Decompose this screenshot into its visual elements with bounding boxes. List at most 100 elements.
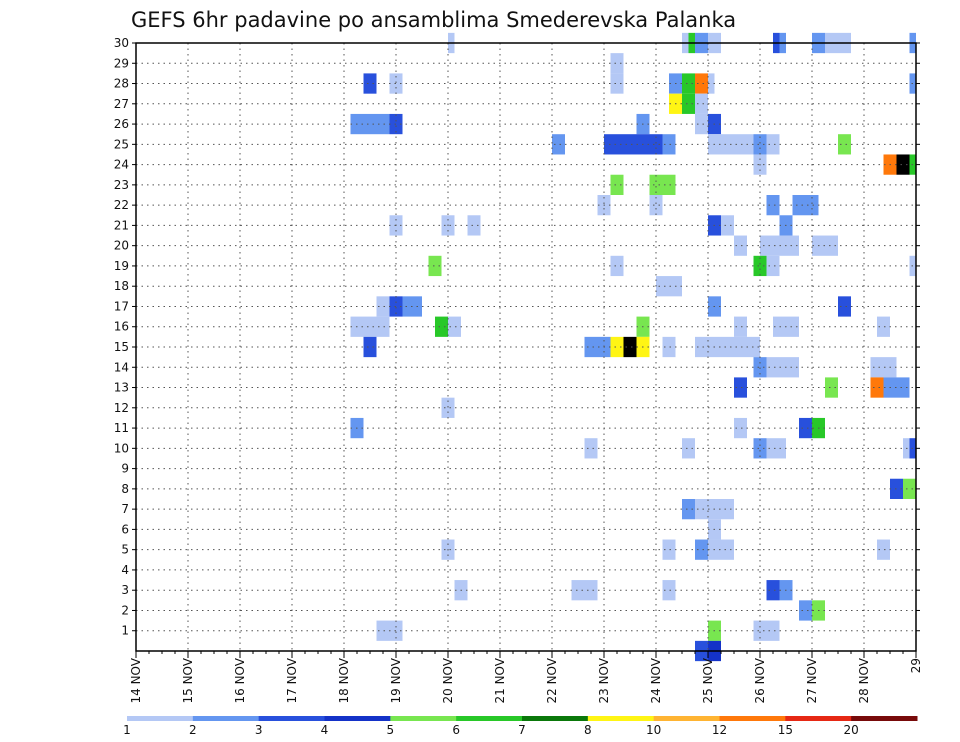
y-tick-label: 27 xyxy=(114,97,129,111)
y-tick-label: 14 xyxy=(114,360,129,374)
precip-cell xyxy=(734,417,747,439)
x-tick-label: 22 NOV xyxy=(545,657,559,703)
colorbar-swatch xyxy=(587,716,655,721)
precip-cell xyxy=(721,215,734,236)
precip-cell xyxy=(682,499,695,520)
precip-cell xyxy=(903,478,916,499)
y-tick-label: 26 xyxy=(114,117,129,131)
precip-cell xyxy=(649,174,676,195)
precip-cell xyxy=(662,580,676,601)
precip-cell xyxy=(662,134,676,155)
y-tick-label: 10 xyxy=(114,441,129,455)
precip-cell xyxy=(610,336,624,358)
precip-cell xyxy=(734,235,747,256)
precip-cell xyxy=(766,438,786,459)
y-tick-label: 9 xyxy=(121,462,129,476)
precip-cell xyxy=(656,276,682,297)
precip-cell xyxy=(363,336,377,358)
colorbar-label: 4 xyxy=(321,723,329,737)
y-tick-label: 23 xyxy=(114,178,129,192)
x-tick-label: 14 NOV xyxy=(129,657,143,703)
precip-cell xyxy=(896,154,910,175)
precip-cell xyxy=(662,539,676,560)
y-tick-label: 28 xyxy=(114,77,129,91)
x-tick-label: 23 NOV xyxy=(597,657,611,703)
precip-cell xyxy=(766,357,799,378)
colorbar-label: 2 xyxy=(189,723,197,737)
precip-cell xyxy=(766,255,780,277)
colorbar-swatch xyxy=(456,716,523,721)
x-tick-label: 20 NOV xyxy=(441,657,455,703)
colorbar-swatch xyxy=(522,716,589,721)
y-tick-label: 7 xyxy=(121,502,129,516)
colorbar-swatch xyxy=(719,716,786,721)
y-tick-label: 29 xyxy=(114,56,129,70)
y-tick-label: 24 xyxy=(114,158,129,172)
colorbar-label: 15 xyxy=(778,723,793,737)
y-tick-label: 2 xyxy=(121,603,129,617)
chart-title: GEFS 6hr padavine po ansamblima Smederev… xyxy=(131,8,736,32)
x-tick-label: 27 NOV xyxy=(805,657,819,703)
precip-cell xyxy=(610,255,624,277)
precip-cell xyxy=(695,539,708,560)
precip-cell xyxy=(552,134,565,155)
precip-cell xyxy=(649,195,663,216)
y-tick-label: 1 xyxy=(121,624,129,638)
y-tick-label: 15 xyxy=(114,340,129,354)
precip-cell xyxy=(766,134,780,155)
precip-cell xyxy=(428,255,442,277)
precip-cell xyxy=(753,134,767,155)
colorbar-label: 12 xyxy=(712,723,727,737)
precip-cell xyxy=(376,296,390,317)
precip-cell xyxy=(753,255,767,277)
precip-cell xyxy=(825,377,838,398)
x-tick-label: 21 NOV xyxy=(493,657,507,703)
colorbar-label: 6 xyxy=(452,723,460,737)
y-tick-label: 11 xyxy=(114,421,129,435)
x-tick-label: 15 NOV xyxy=(181,657,195,703)
precip-cell xyxy=(682,73,695,94)
precip-cell xyxy=(799,600,812,621)
precip-cell xyxy=(350,113,390,135)
precip-cell xyxy=(753,438,767,459)
colorbar-label: 8 xyxy=(584,723,592,737)
precip-cell xyxy=(435,316,448,337)
colorbar-label: 10 xyxy=(646,723,661,737)
y-tick-label: 5 xyxy=(121,543,129,557)
precip-cell xyxy=(753,357,767,378)
precip-cell xyxy=(877,316,890,337)
precip-cell xyxy=(448,316,461,337)
x-tick-label: 16 NOV xyxy=(233,657,247,703)
colorbar-label: 1 xyxy=(123,723,131,737)
colorbar-label: 3 xyxy=(255,723,263,737)
colorbar-swatch xyxy=(258,716,325,721)
precip-cell xyxy=(877,539,890,560)
precip-cell xyxy=(695,336,760,358)
x-tick-label: 24 NOV xyxy=(649,657,663,703)
y-tick-label: 30 xyxy=(114,36,129,50)
precip-cell xyxy=(734,377,747,398)
y-tick-label: 19 xyxy=(114,259,129,273)
colorbar-swatch xyxy=(127,716,194,721)
colorbar-swatch xyxy=(192,716,260,721)
precip-cell xyxy=(792,195,819,216)
precip-cell xyxy=(571,580,598,601)
precip-cell xyxy=(610,53,624,74)
y-tick-label: 8 xyxy=(121,482,129,496)
precip-cell xyxy=(753,620,780,641)
precip-cell xyxy=(708,539,734,560)
precip-cell xyxy=(734,316,747,337)
x-tick-label: 26 NOV xyxy=(753,657,767,703)
precip-cell xyxy=(708,73,715,94)
precip-cell xyxy=(682,438,695,459)
precip-cell xyxy=(870,377,884,398)
x-tick-label: 25 NOV xyxy=(701,657,715,703)
x-tick-label: 28 NOV xyxy=(857,657,871,703)
precip-cell xyxy=(610,73,624,94)
colorbar-swatch xyxy=(390,716,457,721)
precip-cell xyxy=(363,73,377,94)
colorbar-swatch xyxy=(785,716,852,721)
y-tick-label: 6 xyxy=(121,522,129,536)
precip-cell xyxy=(467,215,481,236)
